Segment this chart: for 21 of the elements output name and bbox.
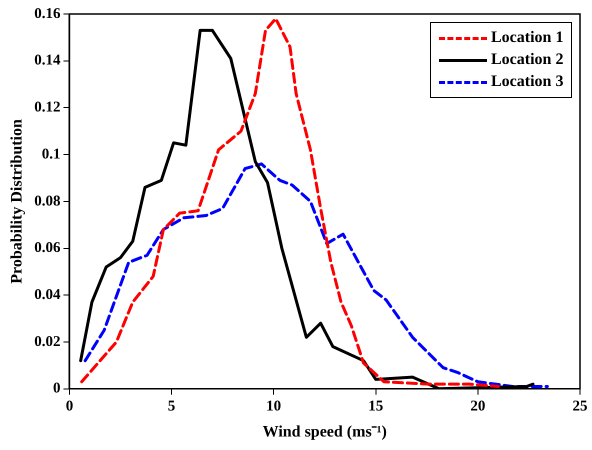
y-tick-label: 0.02 [34, 334, 60, 350]
x-axis-title: Wind speed (ms⁻¹) [262, 424, 387, 441]
x-tick-label: 0 [66, 398, 74, 415]
legend-label: Location 2 [491, 51, 564, 69]
y-tick-label: 0.16 [34, 6, 61, 22]
y-tick-label: 0.06 [34, 240, 61, 256]
y-tick-label: 0 [52, 380, 60, 397]
x-tick-label: 5 [168, 398, 176, 415]
y-tick-label: 0.08 [34, 193, 60, 210]
x-tick-label: 10 [266, 398, 282, 415]
legend-label: Location 3 [491, 73, 564, 91]
legend-label: Location 1 [491, 29, 564, 47]
x-tick-label: 25 [572, 398, 588, 415]
y-tick-label: 0.12 [34, 100, 60, 116]
x-tick-label: 15 [368, 398, 384, 415]
y-tick-label: 0.1 [42, 146, 60, 162]
y-tick-label: 0.04 [34, 286, 61, 303]
y-tick-label: 0.14 [34, 52, 61, 69]
y-axis-title: Probability Distribution [8, 118, 26, 284]
x-tick-label: 20 [470, 398, 486, 415]
line-series [84, 162, 549, 388]
